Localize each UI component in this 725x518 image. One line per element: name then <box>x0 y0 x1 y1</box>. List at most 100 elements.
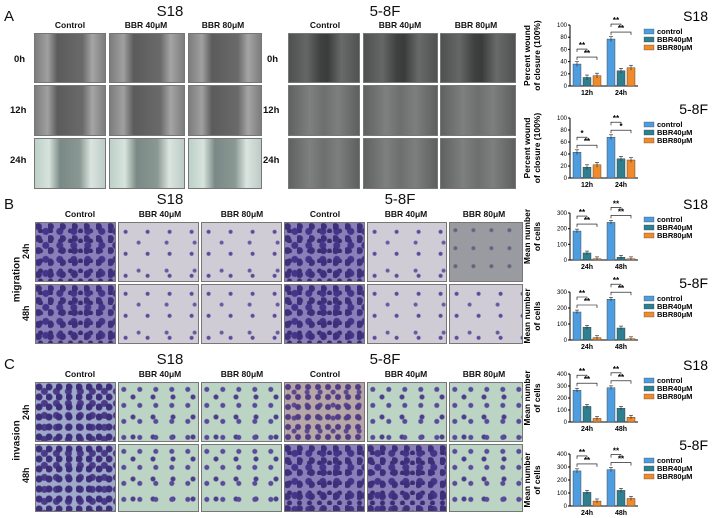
legend-swatch <box>643 121 655 128</box>
significance-mark: ** <box>613 447 620 456</box>
bar <box>606 387 616 423</box>
y-tick-label: 300 <box>557 290 568 296</box>
bar <box>572 152 582 179</box>
bar <box>626 67 636 87</box>
legend-label: BBR40μM <box>657 35 692 44</box>
y-tick-label: 100 <box>557 491 568 497</box>
stain-image <box>201 382 282 442</box>
significance-bracket <box>576 215 588 220</box>
significance-bracket <box>576 48 588 53</box>
chart-title: S18 <box>683 357 708 373</box>
stain-image <box>35 284 116 344</box>
significance-bracket <box>610 215 632 219</box>
wound-image <box>34 138 106 189</box>
bar <box>572 230 582 261</box>
significance-mark: ** <box>618 24 625 33</box>
col-label: BBR 40μM <box>384 209 428 219</box>
y-tick-label: 200 <box>557 306 568 312</box>
stain-image <box>35 382 116 442</box>
wound-image <box>363 138 438 189</box>
legend-swatch <box>643 465 655 472</box>
row-label: 48h <box>21 467 31 483</box>
stain-image <box>284 284 365 344</box>
significance-mark: * <box>619 122 623 131</box>
stain-image <box>118 284 199 344</box>
bar <box>572 390 582 423</box>
legend-label: BBR40μM <box>657 302 692 311</box>
significance-mark: ** <box>584 137 591 146</box>
legend-label: BBR80μM <box>657 231 692 240</box>
col-label: Control <box>64 209 96 219</box>
wound-image <box>288 33 360 83</box>
significance-bracket <box>576 463 598 467</box>
bar-chart-a-s18: S18 Percent wound of closure (100%) 0 20 40 60… <box>522 8 708 97</box>
stain-image <box>201 222 282 282</box>
wound-image <box>109 33 185 83</box>
y-tick-label: 80 <box>560 35 567 41</box>
significance-mark: ** <box>584 375 591 384</box>
significance-bracket <box>610 372 622 376</box>
bar <box>582 406 592 423</box>
significance-bracket <box>610 462 632 466</box>
x-tick-label: 12h <box>581 182 593 189</box>
panel-letter-b: B <box>4 196 15 213</box>
x-tick-label: 48h <box>615 264 627 271</box>
panel-a-left-title: S18 <box>156 3 184 20</box>
legend-swatch <box>643 137 655 144</box>
wound-image <box>34 85 106 136</box>
x-tick-label: 24h <box>615 90 627 97</box>
stain-image <box>118 222 199 282</box>
wound-image <box>440 138 516 189</box>
legend-swatch <box>643 377 655 384</box>
significance-bracket <box>610 454 622 458</box>
bar <box>606 137 616 179</box>
wound-image <box>109 138 185 189</box>
col-label: BBR 40μM <box>378 20 422 30</box>
significance-bracket <box>576 144 598 149</box>
legend-swatch <box>643 473 655 480</box>
legend-swatch <box>643 224 655 231</box>
significance-bracket <box>610 23 622 28</box>
col-label: BBR 80μM <box>220 369 264 379</box>
stain-image <box>284 444 365 512</box>
significance-mark: ** <box>613 199 620 208</box>
col-label: BBR 40μM <box>384 369 428 379</box>
wound-image <box>363 85 438 136</box>
legend-label: control <box>657 215 682 224</box>
stain-image <box>449 382 523 442</box>
y-tick-label: 60 <box>560 47 567 53</box>
col-label: BBR 80μM <box>462 369 506 379</box>
y-axis-label: of cells <box>532 465 542 495</box>
col-label: BBR 40μM <box>138 369 182 379</box>
y-tick-label: 0 <box>564 84 568 90</box>
stain-image <box>201 444 282 512</box>
row-label: 12h <box>263 105 280 116</box>
y-tick-label: 0 <box>564 176 568 182</box>
bar <box>616 490 626 507</box>
x-tick-label: 24h <box>581 344 593 351</box>
wound-image <box>188 33 262 83</box>
y-tick-label: 80 <box>560 128 567 134</box>
panel-b-left-title: S18 <box>156 191 184 208</box>
y-axis-label: Percent wound <box>522 25 532 86</box>
significance-mark: ** <box>579 41 586 50</box>
row-label: 24h <box>263 155 280 166</box>
col-label: Control <box>309 369 341 379</box>
significance-mark: ** <box>584 49 591 58</box>
stain-image <box>449 222 523 282</box>
significance-bracket <box>610 31 632 36</box>
y-tick-label: 400 <box>557 372 568 378</box>
row-label: 24h <box>21 404 31 420</box>
col-label: Control <box>54 20 86 30</box>
col-label: BBR 80μM <box>201 20 245 30</box>
bar <box>606 222 616 261</box>
legend-label: control <box>657 294 682 303</box>
bar <box>572 470 582 507</box>
panel-letter-c: C <box>4 356 15 373</box>
row-label: 24h <box>10 155 27 166</box>
significance-mark: ** <box>579 448 586 457</box>
x-tick-label: 24h <box>615 182 627 189</box>
stain-image <box>118 382 199 442</box>
